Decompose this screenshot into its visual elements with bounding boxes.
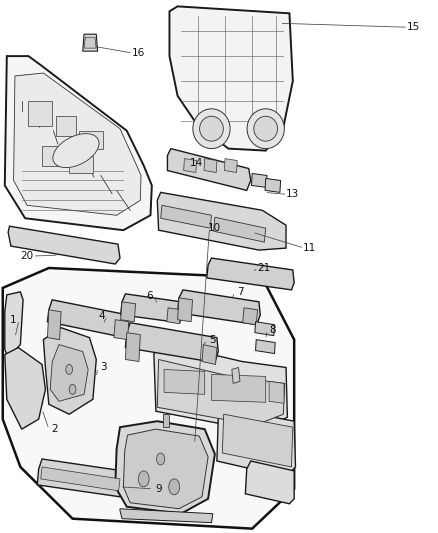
- Polygon shape: [177, 298, 193, 322]
- Text: 16: 16: [132, 48, 145, 58]
- Text: 7: 7: [237, 287, 243, 297]
- Polygon shape: [41, 467, 120, 491]
- Text: 4: 4: [99, 311, 105, 321]
- Polygon shape: [69, 156, 93, 173]
- Polygon shape: [114, 320, 129, 340]
- Text: 2: 2: [51, 424, 57, 434]
- Polygon shape: [167, 308, 181, 324]
- Polygon shape: [5, 56, 152, 230]
- Polygon shape: [125, 333, 140, 361]
- Polygon shape: [265, 179, 281, 192]
- Polygon shape: [83, 34, 98, 51]
- Polygon shape: [157, 192, 286, 250]
- Polygon shape: [5, 348, 46, 429]
- Polygon shape: [224, 158, 237, 173]
- Polygon shape: [223, 414, 293, 467]
- Circle shape: [169, 479, 180, 495]
- Ellipse shape: [254, 116, 278, 141]
- Text: 11: 11: [303, 243, 316, 253]
- Polygon shape: [217, 407, 296, 477]
- Text: 14: 14: [190, 158, 203, 167]
- Polygon shape: [162, 414, 170, 427]
- Polygon shape: [232, 367, 240, 383]
- Polygon shape: [121, 302, 136, 322]
- Polygon shape: [47, 300, 129, 337]
- Ellipse shape: [53, 134, 99, 167]
- Polygon shape: [125, 322, 218, 362]
- Polygon shape: [42, 146, 69, 166]
- Polygon shape: [43, 328, 96, 414]
- Circle shape: [69, 384, 76, 394]
- Polygon shape: [154, 342, 287, 431]
- Text: 9: 9: [155, 484, 162, 494]
- Circle shape: [138, 471, 149, 487]
- Polygon shape: [207, 258, 294, 290]
- Text: 10: 10: [208, 223, 222, 233]
- Polygon shape: [255, 322, 275, 336]
- Polygon shape: [213, 217, 266, 242]
- Polygon shape: [164, 369, 205, 394]
- Polygon shape: [115, 421, 215, 514]
- Ellipse shape: [247, 109, 284, 149]
- Polygon shape: [8, 226, 120, 264]
- Polygon shape: [84, 37, 96, 48]
- Polygon shape: [161, 205, 212, 228]
- Circle shape: [157, 453, 165, 465]
- Polygon shape: [50, 345, 88, 401]
- Polygon shape: [243, 308, 258, 325]
- Polygon shape: [167, 149, 251, 190]
- Text: 8: 8: [269, 325, 276, 335]
- Polygon shape: [157, 360, 285, 425]
- Polygon shape: [79, 131, 103, 149]
- Polygon shape: [204, 158, 217, 173]
- Text: 5: 5: [209, 335, 216, 345]
- Text: 6: 6: [146, 291, 152, 301]
- Ellipse shape: [193, 109, 230, 149]
- Polygon shape: [3, 268, 294, 529]
- Polygon shape: [245, 461, 294, 504]
- Polygon shape: [37, 459, 125, 497]
- Text: 20: 20: [21, 251, 34, 261]
- Polygon shape: [170, 6, 293, 151]
- Polygon shape: [184, 158, 197, 173]
- Text: 13: 13: [286, 189, 300, 199]
- Polygon shape: [121, 294, 183, 322]
- Text: 21: 21: [257, 263, 270, 273]
- Polygon shape: [28, 101, 52, 126]
- Polygon shape: [255, 340, 275, 353]
- Polygon shape: [251, 173, 267, 188]
- Polygon shape: [177, 290, 260, 325]
- Polygon shape: [269, 382, 284, 403]
- Ellipse shape: [200, 116, 223, 141]
- Circle shape: [66, 365, 73, 375]
- Polygon shape: [5, 292, 23, 358]
- Text: 1: 1: [10, 314, 17, 325]
- Text: 15: 15: [407, 22, 420, 33]
- Polygon shape: [14, 73, 141, 215]
- Polygon shape: [202, 345, 217, 365]
- Text: 3: 3: [100, 362, 106, 373]
- Polygon shape: [124, 429, 208, 508]
- Polygon shape: [120, 508, 213, 523]
- Polygon shape: [56, 116, 76, 136]
- Polygon shape: [212, 375, 266, 402]
- Polygon shape: [47, 310, 61, 340]
